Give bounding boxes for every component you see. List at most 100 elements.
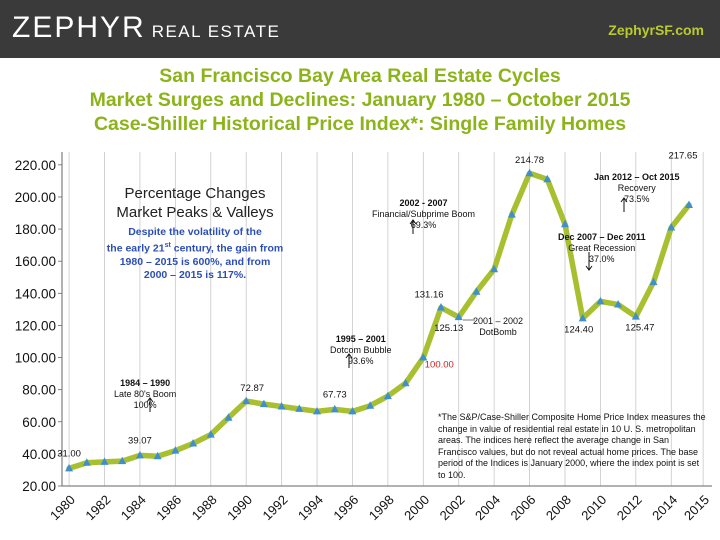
x-tick-label: 1982 [82, 492, 113, 523]
data-point [631, 312, 640, 320]
data-point [649, 277, 658, 286]
percent-note-line-1: Despite the volatility of the [128, 226, 262, 238]
x-tick-label: 1980 [47, 492, 78, 523]
y-tick-label: 180.00 [15, 222, 56, 237]
annotation-recession-change: 37.0% [589, 254, 615, 264]
data-point [242, 396, 251, 405]
x-tick-label: 2014 [649, 492, 680, 523]
percent-change-box: Percentage Changes Market Peaks & Valley… [80, 184, 310, 282]
annotation-dotcom-label: Dotcom Bubble [330, 345, 392, 355]
x-tick-label: 2015 [681, 492, 712, 523]
chart-titles: San Francisco Bay Area Real Estate Cycle… [0, 64, 720, 136]
data-point [684, 200, 693, 208]
data-label: 31.00 [57, 448, 81, 459]
y-tick-label: 100.00 [15, 351, 56, 366]
x-tick-label: 1988 [189, 492, 220, 523]
data-point [171, 446, 180, 454]
series-line-layer [66, 170, 692, 472]
percent-note-line-4: 2000 – 2015 is 117%. [143, 268, 247, 281]
brand-main: ZEPHYR [12, 11, 146, 44]
annotation-dotbomb-period: 2001 – 2002 [473, 316, 524, 326]
annotation-recovery-change: 73.5% [624, 194, 650, 204]
annotation-subprime-label: Financial/Subprime Boom [372, 209, 476, 219]
data-label: 72.87 [240, 383, 264, 394]
percent-note-sup: st [164, 242, 171, 249]
y-tick-label: 40.00 [22, 447, 56, 462]
title-line-1: San Francisco Bay Area Real Estate Cycle… [159, 65, 561, 87]
annotation-dotcom: 1995 – 2001 Dotcom Bubble 93.6% [330, 334, 392, 367]
y-tick-label: 220.00 [15, 158, 56, 173]
x-tick-label: 2002 [437, 492, 468, 523]
percent-note-line-3: 1980 – 2015 is 600%, and from [119, 255, 271, 268]
data-point [224, 413, 233, 421]
data-point [366, 401, 375, 409]
annotation-dotcom-change: 93.6% [348, 356, 374, 366]
x-tick-label: 2010 [578, 492, 609, 523]
y-tick-label: 140.00 [15, 286, 56, 301]
data-point [135, 450, 144, 459]
annotation-recession: Dec 2007 – Dec 2011 Great Recession 37.0… [558, 232, 646, 265]
x-tick-label: 1984 [118, 492, 149, 523]
arrow-recession-head [585, 265, 593, 271]
data-point [454, 312, 463, 321]
annotation-80s-period: 1984 – 1990 [120, 378, 171, 388]
y-tick-label: 20.00 [22, 479, 56, 494]
website-link[interactable]: ZephyrSF.com [608, 22, 704, 38]
x-tick-label: 2008 [543, 492, 574, 523]
annotation-subprime-period: 2002 - 2007 [399, 198, 448, 208]
percent-note-2b: century, the gain from [170, 242, 284, 255]
data-point [437, 303, 446, 311]
title-line-2: Market Surges and Declines: January 1980… [89, 89, 631, 111]
data-point [667, 222, 676, 231]
data-labels: 31.00 39.07 72.87 67.73 100.00 131.16 125.13 21… [57, 151, 697, 460]
annotation-arrows [146, 197, 628, 412]
y-tick-label: 200.00 [15, 190, 56, 205]
percent-heading-2: Market Peaks & Valleys [116, 204, 274, 221]
series-line [66, 170, 692, 472]
data-point [313, 406, 322, 415]
arrow-dotcom-head [345, 353, 353, 359]
annotation-dotbomb: 2001 – 2002 DotBomb [473, 316, 523, 338]
y-tick-label: 160.00 [15, 254, 56, 269]
data-point [472, 287, 481, 295]
data-point [507, 210, 516, 218]
brand-logo: ZEPHYR REAL ESTATE [12, 11, 280, 45]
title-line-3: Case-Shiller Historical Price Index*: Si… [93, 113, 627, 135]
y-tick-label: 80.00 [22, 383, 56, 398]
data-point [383, 391, 392, 400]
data-point [560, 219, 569, 228]
y-tick-label: 120.00 [15, 318, 56, 333]
data-label: 125.13 [434, 323, 463, 334]
data-point [118, 456, 127, 465]
annotation-recovery-label: Recovery [617, 183, 656, 193]
annotation-80s-boom: 1984 – 1990 Late 80's Boom 100% [114, 378, 176, 411]
y-tick-label: 60.00 [22, 415, 56, 430]
data-point [295, 404, 304, 412]
data-label: 100.00 [425, 360, 454, 371]
data-point [543, 174, 552, 183]
annotation-80s-label: Late 80's Boom [114, 389, 177, 399]
annotation-recession-period: Dec 2007 – Dec 2011 [558, 232, 646, 242]
data-point [401, 378, 410, 387]
data-point [65, 463, 74, 472]
x-tick-label: 2006 [507, 492, 538, 523]
data-point [206, 430, 215, 438]
annotation-recovery: Jan 2012 – Oct 2015 Recovery 73.5% [594, 172, 680, 205]
arrow-80s-boom-head [146, 397, 154, 403]
percent-note: Despite the volatility of the the early … [80, 226, 310, 282]
data-point [578, 313, 587, 322]
data-point [100, 457, 109, 465]
data-point [348, 406, 357, 415]
annotation-dotbomb-label: DotBomb [479, 327, 517, 337]
x-tick-label: 1992 [260, 492, 291, 523]
x-tick-label: 1990 [224, 492, 255, 523]
data-point [153, 451, 162, 460]
data-label: 125.47 [625, 323, 654, 334]
annotation-subprime-change: 69.3% [410, 220, 437, 230]
grid-lines [58, 152, 704, 487]
x-tick-label: 2004 [472, 492, 503, 523]
percent-note-2a: the early 21 [106, 242, 165, 255]
data-point [596, 296, 605, 305]
data-point [277, 402, 286, 410]
